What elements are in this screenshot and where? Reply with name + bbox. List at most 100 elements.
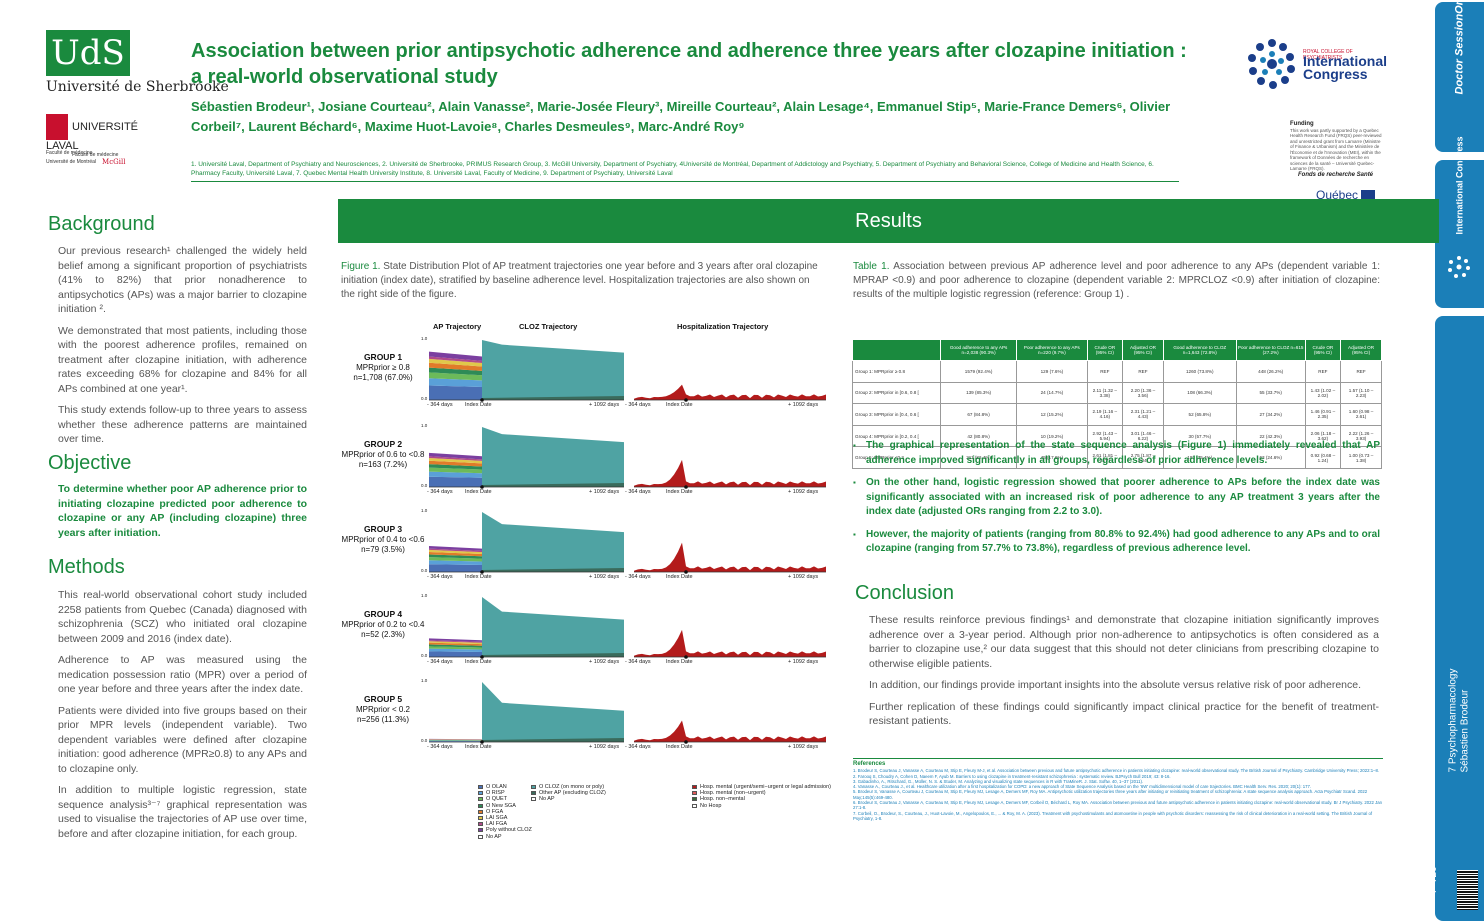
legend-item: No AP [478, 834, 532, 840]
legend-label: O CLOZ (on mono or poly) [539, 784, 605, 791]
x-tick-label: - 364 days [625, 574, 651, 580]
ap-state-band [429, 551, 482, 557]
y-tick-label: 1.0 [421, 336, 428, 341]
index-date-marker [684, 655, 688, 659]
x-tick-label: + 1092 days [788, 744, 819, 750]
x-tick-label: - 364 days [625, 744, 651, 750]
laval-subtitle: Faculté de médecine [72, 152, 119, 158]
x-tick-label: + 1092 days [788, 659, 819, 665]
udem-name: Université de Montréal [46, 159, 97, 165]
index-date-marker [684, 485, 688, 489]
group-n: n=52 (2.3%) [361, 630, 405, 639]
table-caption: Table 1. Association between previous AP… [853, 260, 1380, 302]
x-tick-label: Index Date [465, 489, 492, 495]
sidebar-poster-info: 7 Psychopharmacology Sébastien Brodeur [1435, 316, 1484, 921]
legend-swatch [531, 797, 536, 802]
table-header-cell [852, 339, 941, 361]
legend-item: Hosp. mental (urgent/semi−urgent or lega… [692, 784, 831, 790]
legend-swatch [478, 803, 483, 808]
cloz-state-band [482, 340, 624, 400]
x-tick-label: Index Date [465, 402, 492, 408]
ap-state-band [429, 557, 482, 562]
table-cell: 139 (85.3%) [939, 381, 1018, 405]
methods-paragraph: This real-world observational cohort stu… [58, 589, 307, 645]
sidebar-doctor-session[interactable]: Doctor SessionOnline [1435, 0, 1484, 152]
udes-name: Université de Sherbrooke [46, 79, 229, 95]
ap-state-band [429, 646, 482, 650]
index-date-marker [684, 570, 688, 574]
hosp-mental-band [634, 629, 826, 657]
frq-logo: Fonds de recherche Santé [1298, 172, 1374, 178]
group-mpr: MPRprior of 0.2 to <0.4 [341, 620, 425, 629]
poster-id: P-720 [1428, 866, 1439, 893]
table-cell: 1.46 (0.91 – 2.35) [1304, 403, 1342, 426]
legend-swatch [478, 828, 483, 833]
table-cell: 67 (84.8%) [939, 403, 1018, 426]
other-ap-state-band [482, 653, 624, 657]
results-banner: Results [338, 199, 1439, 243]
ap-state-band [429, 471, 482, 478]
ap-state-band [429, 740, 482, 741]
table-cell: 129 (7.6%) [1016, 360, 1088, 383]
table-row: Group 2: MPRprior in [0.6, 0.8 [139 (85.… [852, 381, 1382, 405]
background-paragraph: Our previous research¹ challenged the wi… [58, 245, 307, 315]
legend-item: Hosp. mental (non−urgent) [692, 790, 831, 796]
legend-label: O New SGA [486, 802, 516, 809]
x-tick-label: Index Date [666, 659, 693, 665]
sidebar-congress[interactable]: International Congress [1435, 136, 1484, 308]
sidebar-congress-dots-icon [1448, 256, 1470, 278]
table-header-cell: Adjusted OR (95% CI) [1122, 339, 1164, 361]
legend-item: O RISP [478, 790, 532, 796]
table-cell: 2.19 (1.16 – 4.16) [1086, 403, 1124, 426]
table-header-cell: Good adherence to CLOZ n=1,643 (72.8%) [1162, 339, 1237, 361]
state-distribution-figure: AP Trajectory CLOZ Trajectory Hospitaliz… [341, 318, 826, 763]
cloz-state-band [482, 682, 624, 742]
y-tick-label: 1.0 [421, 593, 428, 598]
legend-label: No Hosp [700, 802, 722, 809]
group-name: GROUP 3 [363, 524, 403, 534]
group-mpr: MPRprior of 0.4 to <0.6 [341, 535, 425, 544]
affiliations: 1. Université Laval, Department of Psych… [191, 161, 1154, 177]
methods-heading: Methods [48, 556, 125, 578]
y-tick-label: 0.0 [421, 653, 428, 658]
y-tick-label: 1.0 [421, 678, 428, 683]
funding-title: Funding [1290, 121, 1314, 127]
objective-text: To determine whether poor AP adherence p… [58, 483, 307, 539]
methods-paragraph: Patients were divided into five groups b… [58, 704, 307, 775]
conclusion-paragraph: In addition, our findings provide import… [869, 679, 1362, 691]
figure-col-ap: AP Trajectory [433, 322, 482, 331]
y-tick-label: 1.0 [421, 423, 428, 428]
x-tick-label: Index Date [666, 402, 693, 408]
x-tick-label: Index Date [666, 574, 693, 580]
hospitalization-trajectory-panel [634, 459, 826, 489]
legend-label: O OLAN [486, 784, 507, 791]
table-cell: 2.31 (1.21 – 4.43) [1122, 403, 1164, 426]
references: References 1. Brodeur S, Courteau J, Van… [853, 761, 1383, 821]
x-tick-label: Index Date [666, 744, 693, 750]
laval-name: UNIVERSITÉ LAVAL [46, 120, 139, 152]
background-heading: Background [48, 213, 155, 235]
methods-paragraph: In addition to multiple logistic regress… [58, 784, 307, 840]
x-tick-label: + 1092 days [788, 402, 819, 408]
table-cell: 1.57 (1.10 – 2.23) [1340, 381, 1382, 405]
group-n: n=256 (11.3%) [356, 715, 410, 724]
ap-state-band [429, 476, 482, 487]
index-date-marker [480, 485, 484, 489]
index-date-marker [684, 398, 688, 402]
table-cell: 27 (34.2%) [1235, 403, 1306, 426]
table-label: Table 1. [853, 261, 890, 272]
udem-mcgill-logos: Faculté de médecine Université de Montré… [46, 150, 176, 166]
legend-label: No AP [486, 833, 502, 840]
table-cell: 1.60 (0.98 – 2.61) [1340, 403, 1382, 426]
reference-item: 2. Farooq S, Choudry A, Cohen D, Naeem F… [853, 773, 1171, 779]
mcgill-name: McGill [102, 158, 126, 166]
other-ap-state-band [482, 738, 624, 742]
x-tick-label: + 1092 days [589, 574, 620, 580]
x-tick-label: + 1092 days [589, 402, 620, 408]
conclusion-text: These results reinforce previous finding… [869, 613, 1379, 736]
x-tick-label: + 1092 days [589, 744, 620, 750]
table-row: Group 3: MPRprior in [0.4, 0.6 [67 (84.8… [852, 403, 1382, 426]
table-header-cell: Good adherence to any APs n=2,038 (90.3%… [939, 339, 1018, 361]
figure-legend: O OLAN O RISP O QUET O New SGA O FGA LAI SGA L… [478, 784, 838, 874]
index-date-marker [480, 655, 484, 659]
